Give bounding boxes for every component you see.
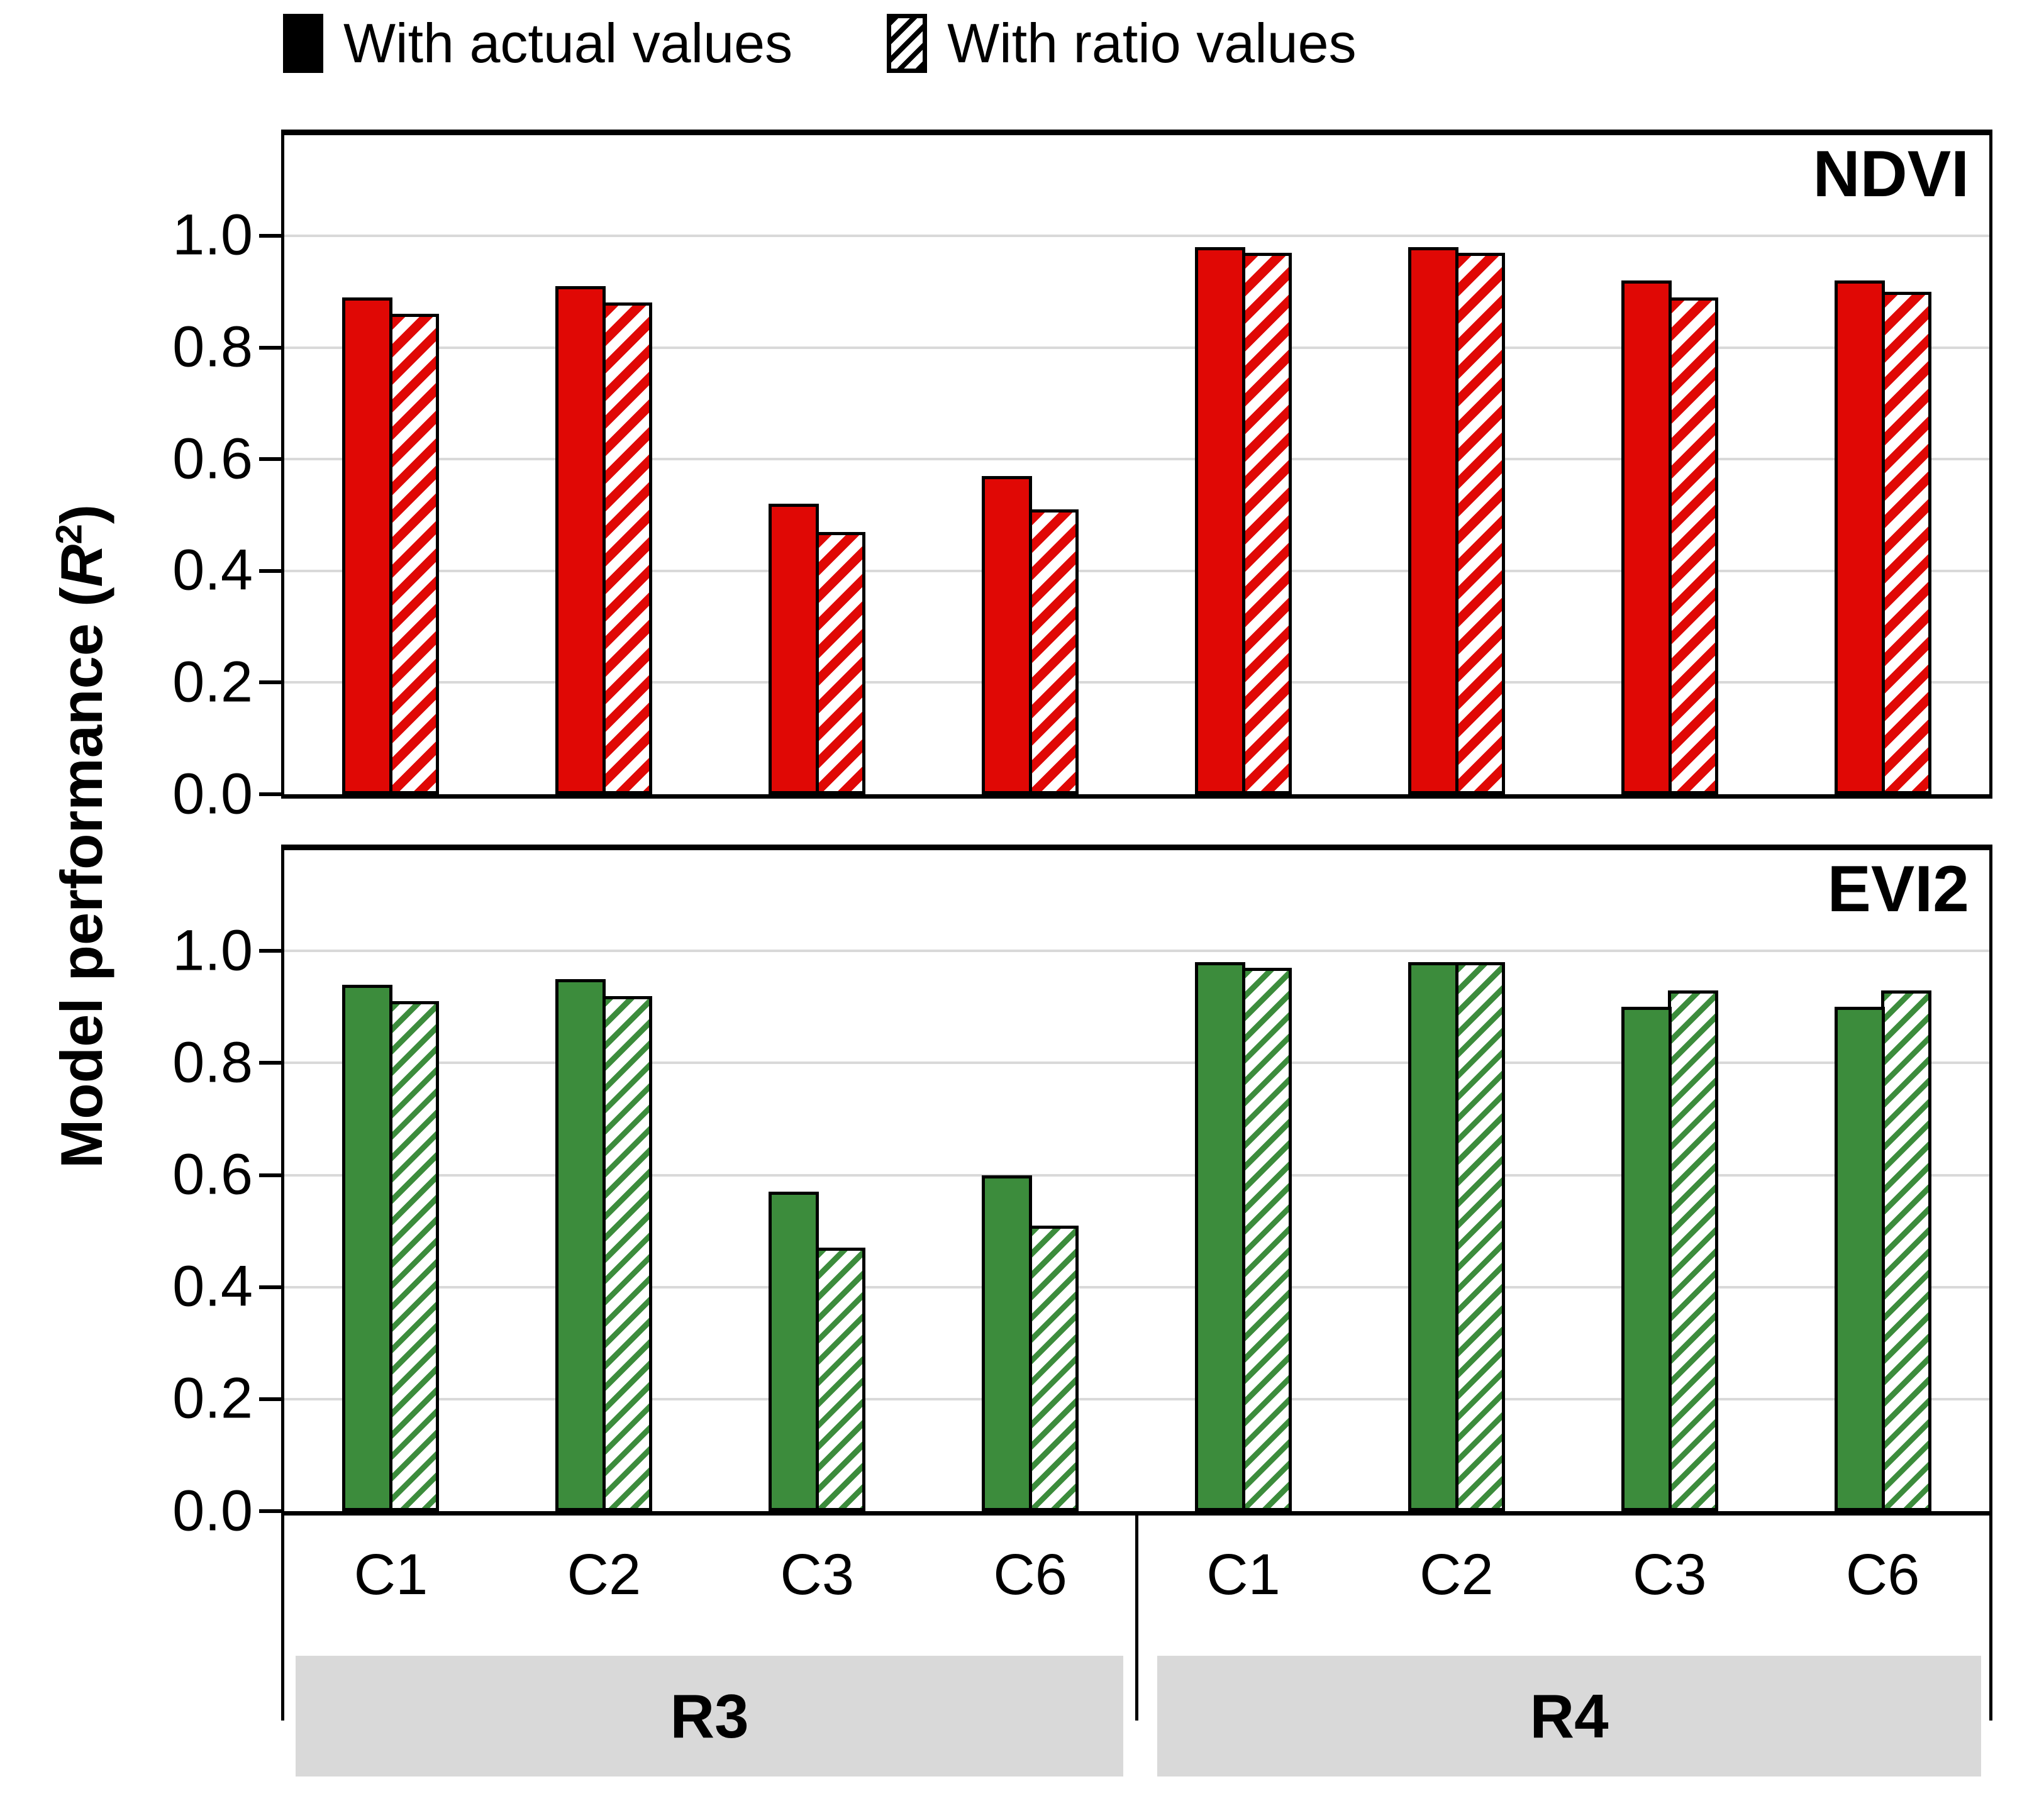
panel-title-evi2: EVI2 [1827,853,1969,926]
y-tick-mark-0.6 [259,457,281,462]
y-tick-label-0.4: 0.4 [172,1255,253,1319]
y-tick-mark-0.0 [259,1509,281,1513]
y-tick-mark-1.0 [259,949,281,953]
bar-evi2-r3-c1-solid [342,984,393,1511]
y-tick-mark-0.0 [259,792,281,796]
y-axis-title-superscript: 2 [48,524,90,545]
bar-evi2-r4-c6-hatched [1880,990,1931,1511]
x-category-label-r4-c1: C1 [1206,1543,1280,1607]
y-axis-title: Model performance (R2) [48,504,114,1168]
legend: With actual values With ratio values [283,14,1357,73]
y-tick-label-0.8: 0.8 [172,314,253,379]
bar-ndvi-r4-c6-hatched [1880,291,1931,794]
y-tick-label-0.6: 0.6 [172,1142,253,1207]
y-tick-label-0.2: 0.2 [172,650,253,714]
bar-evi2-r3-c1-hatched [389,1001,440,1511]
legend-label-actual-values: With actual values [343,12,793,74]
x-axis-category-labels: C1 C2 C3 C6 C1 C2 C3 C6 [284,1546,1989,1621]
y-tick-mark-0.8 [259,1061,281,1065]
bar-ndvi-r4-c3-hatched [1667,297,1718,794]
legend-item-actual-values: With actual values [283,14,792,73]
bar-evi2-r3-c6-solid [982,1175,1033,1511]
legend-item-ratio-values: With ratio values [887,12,1357,74]
bar-ndvi-r4-c2-hatched [1454,252,1505,794]
y-axis-title-prefix: Model performance ( [48,587,114,1169]
y-axis-title-suffix: ) [48,504,114,524]
y-tick-mark-0.6 [259,1173,281,1177]
bar-ndvi-r4-c6-solid [1834,280,1885,794]
x-category-label-r3-c6: C6 [993,1543,1067,1607]
y-tick-mark-0.8 [259,345,281,350]
bar-ndvi-r3-c1-solid [342,297,393,794]
y-tick-label-0.8: 0.8 [172,1030,253,1095]
bar-evi2-r4-c1-hatched [1241,968,1292,1511]
bar-evi2-r3-c3-solid [769,1192,819,1511]
gridline-0.4 [284,1285,1989,1289]
category-divider-right [1989,1516,1992,1721]
y-tick-mark-0.2 [259,1397,281,1401]
panel-title-ndvi: NDVI [1813,138,1969,211]
bar-evi2-r4-c3-solid [1621,1007,1672,1511]
y-tick-label-1.0: 1.0 [172,203,253,268]
region-label-r4: R4 [1530,1681,1609,1751]
bar-ndvi-r3-c6-solid [982,475,1033,794]
bar-ndvi-r3-c2-hatched [602,302,653,794]
gridline-0.2 [284,1397,1989,1400]
x-category-label-r3-c1: C1 [353,1543,428,1607]
gridline-1.0 [284,234,1989,237]
bar-evi2-r4-c2-hatched [1454,962,1505,1511]
gridline-0.8 [284,346,1989,349]
gridline-0.6 [284,458,1989,461]
x-category-label-r3-c3: C3 [780,1543,854,1607]
bar-evi2-r4-c3-hatched [1667,990,1718,1511]
x-category-label-r4-c6: C6 [1845,1543,1920,1607]
bar-ndvi-r4-c1-hatched [1241,252,1292,794]
bar-evi2-r3-c6-hatched [1028,1225,1079,1511]
bar-ndvi-r4-c1-solid [1194,247,1245,794]
y-tick-mark-1.0 [259,233,281,238]
hatched-square-icon [887,14,928,73]
panel-ndvi: NDVI 0.0 0.2 0.4 0.6 0.8 1.0 [172,130,1992,823]
gridline-0.4 [284,569,1989,572]
bar-ndvi-r3-c3-hatched [815,531,866,794]
y-tick-label-0.2: 0.2 [172,1366,253,1431]
bar-evi2-r3-c2-hatched [602,995,653,1511]
bar-ndvi-r3-c1-hatched [389,314,440,794]
region-box-r4: R4 [1157,1656,1981,1776]
bar-ndvi-r4-c2-solid [1408,247,1458,794]
bar-evi2-r4-c1-solid [1194,962,1245,1511]
solid-square-icon [283,14,323,73]
y-tick-label-1.0: 1.0 [172,918,253,983]
region-box-r3: R3 [296,1656,1123,1776]
bar-evi2-r4-c6-solid [1834,1007,1885,1511]
bar-ndvi-r4-c3-solid [1621,280,1672,794]
y-tick-label-0.6: 0.6 [172,426,253,491]
y-axis-title-symbol: R [48,544,114,587]
category-divider-left [281,1516,284,1721]
x-category-label-r3-c2: C2 [567,1543,642,1607]
bar-ndvi-r3-c2-solid [555,285,606,794]
panel-evi2: EVI2 0.0 0.2 0.4 0.6 0.8 1.0 [172,845,1992,1540]
y-tick-label-0.0: 0.0 [172,1478,253,1543]
region-label-r3: R3 [670,1681,749,1751]
bar-evi2-r3-c3-hatched [815,1248,866,1511]
x-category-label-r4-c3: C3 [1632,1543,1707,1607]
category-divider-middle [1135,1516,1138,1721]
y-tick-mark-0.4 [259,568,281,573]
gridline-0.2 [284,681,1989,684]
gridline-0.6 [284,1173,1989,1177]
y-tick-mark-0.4 [259,1285,281,1289]
bar-ndvi-r3-c3-solid [769,504,819,794]
y-tick-mark-0.2 [259,680,281,685]
bar-ndvi-r3-c6-hatched [1028,509,1079,794]
gridline-0.8 [284,1061,1989,1065]
y-tick-label-0.4: 0.4 [172,538,253,603]
gridline-1.0 [284,950,1989,953]
x-category-label-r4-c2: C2 [1419,1543,1494,1607]
legend-label-ratio-values: With ratio values [947,12,1357,74]
bar-evi2-r4-c2-solid [1408,962,1458,1511]
y-tick-label-0.0: 0.0 [172,762,253,826]
bar-evi2-r3-c2-solid [555,978,606,1511]
